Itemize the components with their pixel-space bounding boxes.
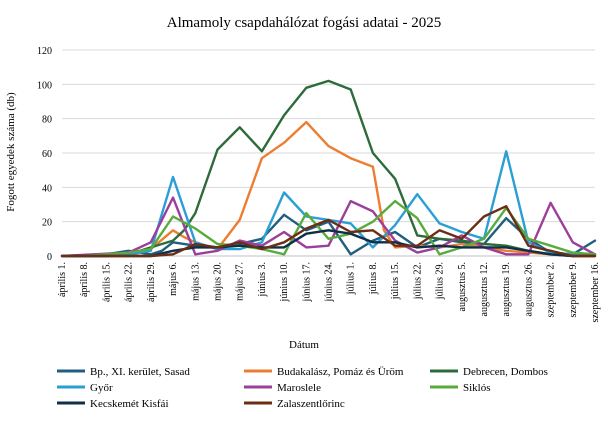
legend-label: Siklós <box>463 382 491 394</box>
series-lines <box>60 79 597 258</box>
legend-label: Debrecen, Dombos <box>463 366 548 378</box>
x-tick-label: augusztus 5. <box>457 262 468 311</box>
y-axis-ticks: 0 20 40 60 80 100 120 <box>37 46 52 263</box>
x-tick-label: április 22. <box>124 262 135 302</box>
x-tick-label: június 24. <box>324 262 335 302</box>
series-line-3 <box>60 79 597 258</box>
x-tick-label: július 29. <box>435 262 446 300</box>
x-tick-label: május 6. <box>168 262 179 296</box>
x-tick-label: május 20. <box>212 262 223 301</box>
x-tick-label: április 1. <box>57 262 68 297</box>
x-tick-label: július 15. <box>390 262 401 300</box>
series-line-2 <box>60 120 597 258</box>
x-tick-label: július 1. <box>346 262 357 295</box>
x-tick-label: július 8. <box>368 262 379 295</box>
y-tick-label: 120 <box>37 46 52 57</box>
y-axis-label: Fogott egyedek száma (db) <box>5 92 17 212</box>
y-tick-label: 20 <box>42 218 52 229</box>
legend: Bp., XI. kerület, Sasad Budakalász, Pomáz… <box>57 366 548 410</box>
x-axis-label: Dátum <box>289 339 319 351</box>
chart-title: Almamoly csapdahálózat fogási adatai - 2… <box>167 15 442 31</box>
grid-lines <box>62 49 595 257</box>
y-tick-label: 100 <box>37 80 52 91</box>
x-tick-label: augusztus 26. <box>523 262 534 316</box>
x-tick-label: április 15. <box>101 262 112 302</box>
series-line-8 <box>60 205 597 258</box>
series-line-4 <box>60 150 597 258</box>
y-tick-label: 0 <box>47 252 52 263</box>
x-tick-label: szeptember 9. <box>568 262 579 318</box>
series-line-7 <box>60 229 597 258</box>
x-tick-label: szeptember 2. <box>546 262 557 318</box>
x-tick-label: április 8. <box>79 262 90 297</box>
x-tick-label: június 17. <box>301 262 312 302</box>
x-tick-label: augusztus 19. <box>501 262 512 316</box>
series-line-5 <box>60 196 597 258</box>
x-tick-label: június 3. <box>257 262 268 297</box>
x-tick-label: április 29. <box>146 262 157 302</box>
legend-label: Kecskemét Kisfái <box>90 398 169 410</box>
x-tick-label: szeptember 16. <box>590 262 601 323</box>
legend-label: Zalaszentlőrinc <box>277 398 345 410</box>
x-tick-label: augusztus 12. <box>479 262 490 316</box>
legend-label: Maroslele <box>277 382 321 394</box>
y-tick-label: 40 <box>42 183 52 194</box>
x-axis-ticks: április 1. április 8. április 15. április 2… <box>57 262 601 323</box>
x-tick-label: május 27. <box>235 262 246 301</box>
legend-label: Budakalász, Pomáz és Üröm <box>277 366 404 378</box>
series-line-1 <box>60 213 597 258</box>
legend-label: Bp., XI. kerület, Sasad <box>90 366 190 378</box>
x-tick-label: május 13. <box>190 262 201 301</box>
x-tick-label: július 22. <box>412 262 423 300</box>
y-tick-label: 60 <box>42 149 52 160</box>
y-tick-label: 80 <box>42 115 52 126</box>
legend-label: Győr <box>90 382 113 394</box>
x-tick-label: június 10. <box>279 262 290 302</box>
